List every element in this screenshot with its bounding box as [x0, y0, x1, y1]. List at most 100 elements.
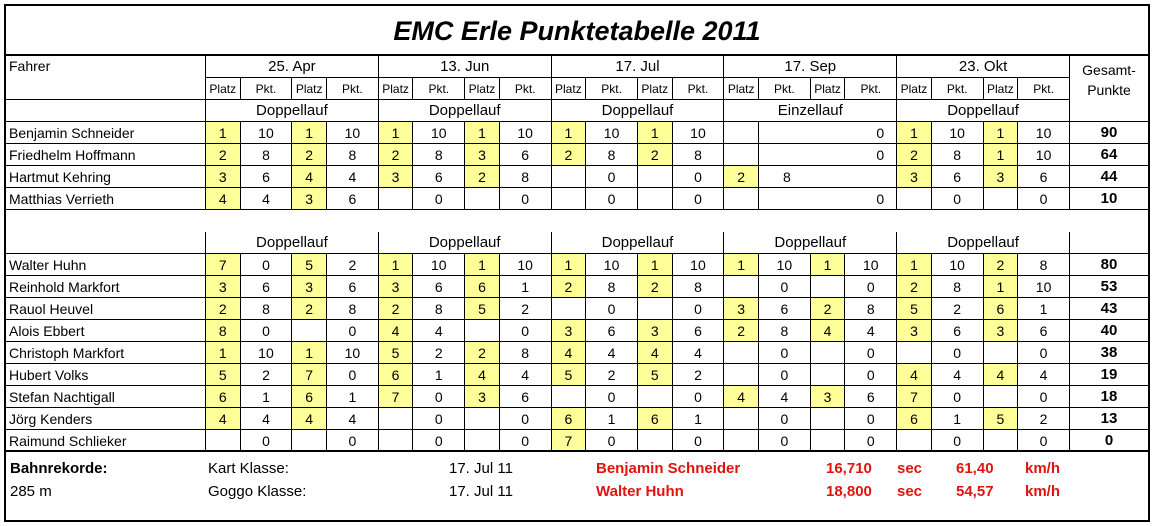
platz-cell: 2: [551, 276, 587, 298]
pkt-cell: 0: [326, 320, 379, 342]
pkt-cell: 0: [413, 430, 466, 452]
pkt-cell: 10: [586, 254, 638, 276]
platz-cell: [551, 386, 587, 408]
total-points: 90: [1070, 122, 1148, 144]
platz-cell: [983, 342, 1019, 364]
platz-cell: [897, 430, 932, 452]
platz-cell: 4: [206, 188, 241, 210]
platz-cell: 7: [206, 254, 241, 276]
platz-cell: 1: [378, 254, 414, 276]
pkt-cell: 10: [499, 254, 552, 276]
pkt-cell: 6: [240, 166, 293, 188]
record-speed-unit: km/h: [1025, 483, 1061, 500]
platz-cell: [551, 188, 587, 210]
pkt-cell: 0: [758, 188, 898, 210]
platz-cell: 1: [292, 122, 327, 144]
race-date: 17. Sep: [724, 56, 898, 78]
pkt-cell: 4: [326, 166, 379, 188]
total-points: 19: [1070, 364, 1148, 386]
platz-cell: 1: [983, 276, 1019, 298]
platz-cell: 2: [897, 144, 932, 166]
pkt-cell: 2: [1018, 408, 1070, 430]
total-header-line2: Punkte: [1087, 82, 1131, 98]
pkt-cell: 0: [499, 320, 552, 342]
platz-cell: [638, 430, 673, 452]
platz-cell: [465, 408, 500, 430]
pkt-cell: 1: [240, 386, 293, 408]
pkt-header: Pkt.: [1018, 78, 1070, 100]
pkt-cell: 10: [1018, 144, 1070, 166]
pkt-cell: 8: [586, 144, 638, 166]
pkt-cell: 1: [413, 364, 466, 386]
platz-cell: 3: [810, 386, 846, 408]
pkt-cell: 8: [240, 298, 293, 320]
platz-header: Platz: [465, 78, 500, 100]
platz-cell: 1: [206, 122, 241, 144]
total-spacer: [1070, 232, 1148, 254]
platz-cell: [810, 342, 846, 364]
driver-name: Stefan Nachtigall: [6, 386, 206, 408]
total-points: 53: [1070, 276, 1148, 298]
platz-cell: 4: [378, 320, 414, 342]
platz-cell: 4: [638, 342, 673, 364]
record-driver: Benjamin Schneider: [596, 460, 741, 477]
pkt-cell: 6: [499, 386, 552, 408]
pkt-cell: 0: [326, 364, 379, 386]
pkt-cell: 4: [240, 188, 293, 210]
platz-cell: 2: [897, 276, 932, 298]
pkt-cell: 10: [240, 122, 293, 144]
record-class: Kart Klasse:: [208, 460, 289, 477]
platz-cell: 6: [465, 276, 500, 298]
platz-cell: [724, 122, 759, 144]
platz-cell: [810, 408, 846, 430]
platz-cell: 2: [983, 254, 1019, 276]
pkt-cell: 6: [326, 276, 379, 298]
pkt-cell: 6: [931, 166, 984, 188]
driver-name: Alois Ebbert: [6, 320, 206, 342]
platz-cell: 3: [378, 276, 414, 298]
platz-cell: [551, 298, 587, 320]
platz-cell: [983, 188, 1019, 210]
platz-cell: 4: [724, 386, 759, 408]
pkt-cell: 0: [586, 298, 638, 320]
platz-cell: 4: [983, 364, 1019, 386]
total-points: 40: [1070, 320, 1148, 342]
platz-cell: [292, 430, 327, 452]
platz-cell: [724, 430, 759, 452]
platz-cell: 6: [983, 298, 1019, 320]
driver-name: Benjamin Schneider: [6, 122, 206, 144]
pkt-header: Pkt.: [758, 78, 811, 100]
platz-cell: 1: [378, 122, 414, 144]
pkt-cell: 1: [931, 408, 984, 430]
pkt-cell: 0: [240, 320, 293, 342]
pkt-cell: 8: [758, 166, 898, 188]
pkt-cell: 6: [845, 386, 898, 408]
pkt-cell: 6: [413, 166, 466, 188]
platz-cell: 3: [378, 166, 414, 188]
platz-cell: [638, 386, 673, 408]
total-header: Gesamt- Punkte: [1070, 56, 1148, 122]
platz-cell: [378, 188, 414, 210]
pkt-cell: 10: [1018, 276, 1070, 298]
pkt-cell: 4: [845, 320, 898, 342]
pkt-cell: 2: [586, 364, 638, 386]
records-heading: Bahnrekorde:: [10, 460, 108, 477]
record-time-unit: sec: [897, 460, 923, 477]
platz-cell: 3: [292, 188, 327, 210]
pkt-cell: 10: [413, 122, 466, 144]
platz-cell: 7: [897, 386, 932, 408]
pkt-cell: 8: [672, 144, 725, 166]
pkt-cell: 1: [1018, 298, 1070, 320]
platz-header: Platz: [638, 78, 673, 100]
pkt-cell: 10: [672, 254, 725, 276]
platz-cell: 7: [551, 430, 587, 452]
pkt-cell: 4: [931, 364, 984, 386]
platz-cell: [638, 166, 673, 188]
platz-cell: 5: [465, 298, 500, 320]
record-driver: Walter Huhn: [596, 483, 684, 500]
race-type: Doppellauf: [551, 232, 725, 254]
platz-cell: 5: [378, 342, 414, 364]
pkt-cell: 0: [586, 386, 638, 408]
pkt-cell: 6: [586, 320, 638, 342]
sheet-title: EMC Erle Punktetabelle 2011: [6, 6, 1148, 56]
